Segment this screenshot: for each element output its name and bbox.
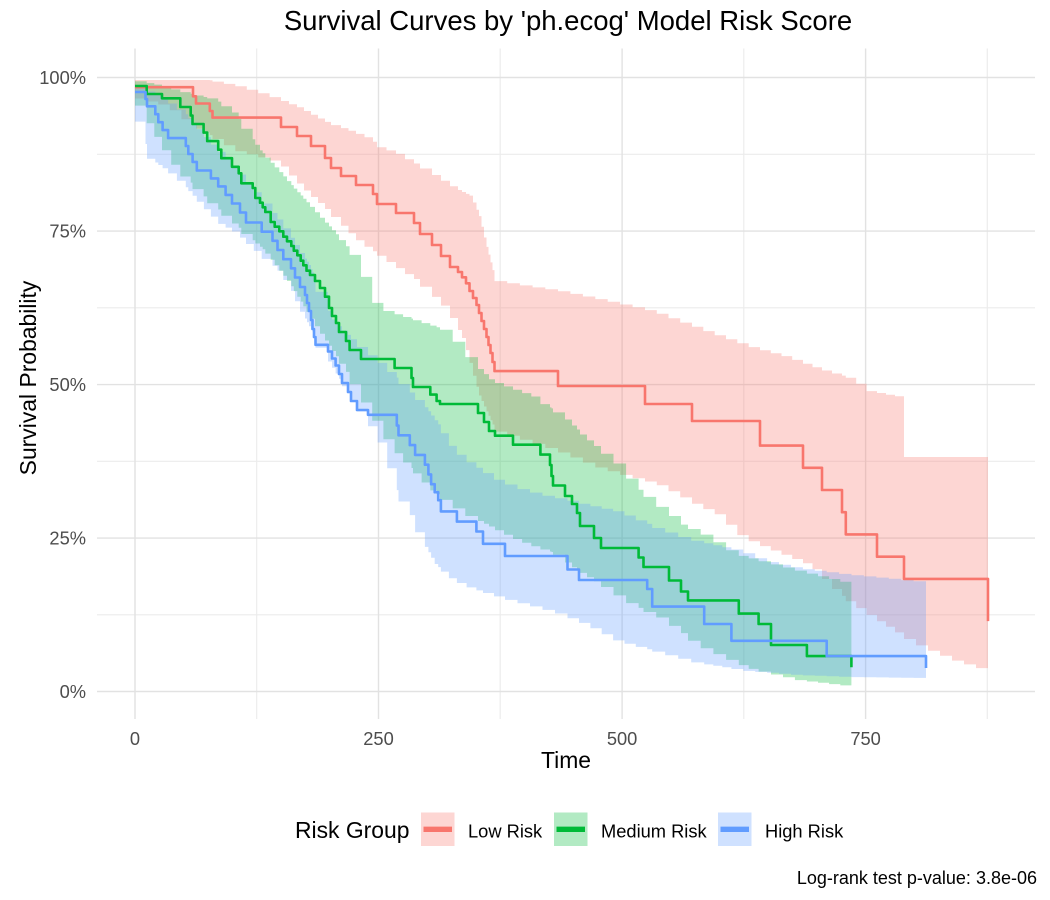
svg-text:750: 750 [850, 728, 881, 749]
svg-text:25%: 25% [49, 528, 86, 549]
svg-text:75%: 75% [49, 221, 86, 242]
svg-text:Survival Probability: Survival Probability [15, 280, 41, 475]
svg-text:0: 0 [130, 728, 140, 749]
svg-text:Log-rank test p-value: 3.8e-06: Log-rank test p-value: 3.8e-06 [797, 868, 1037, 888]
svg-text:0%: 0% [60, 681, 86, 702]
svg-text:500: 500 [607, 728, 638, 749]
svg-text:Risk Group: Risk Group [295, 817, 410, 843]
svg-text:250: 250 [363, 728, 394, 749]
svg-text:100%: 100% [39, 67, 86, 88]
svg-text:Medium Risk: Medium Risk [601, 821, 708, 842]
svg-text:High Risk: High Risk [765, 821, 844, 842]
svg-text:Time: Time [541, 747, 591, 773]
svg-text:Low Risk: Low Risk [468, 821, 543, 842]
svg-text:50%: 50% [49, 374, 86, 395]
svg-text:Survival Curves by 'ph.ecog' M: Survival Curves by 'ph.ecog' Model Risk … [284, 5, 852, 36]
